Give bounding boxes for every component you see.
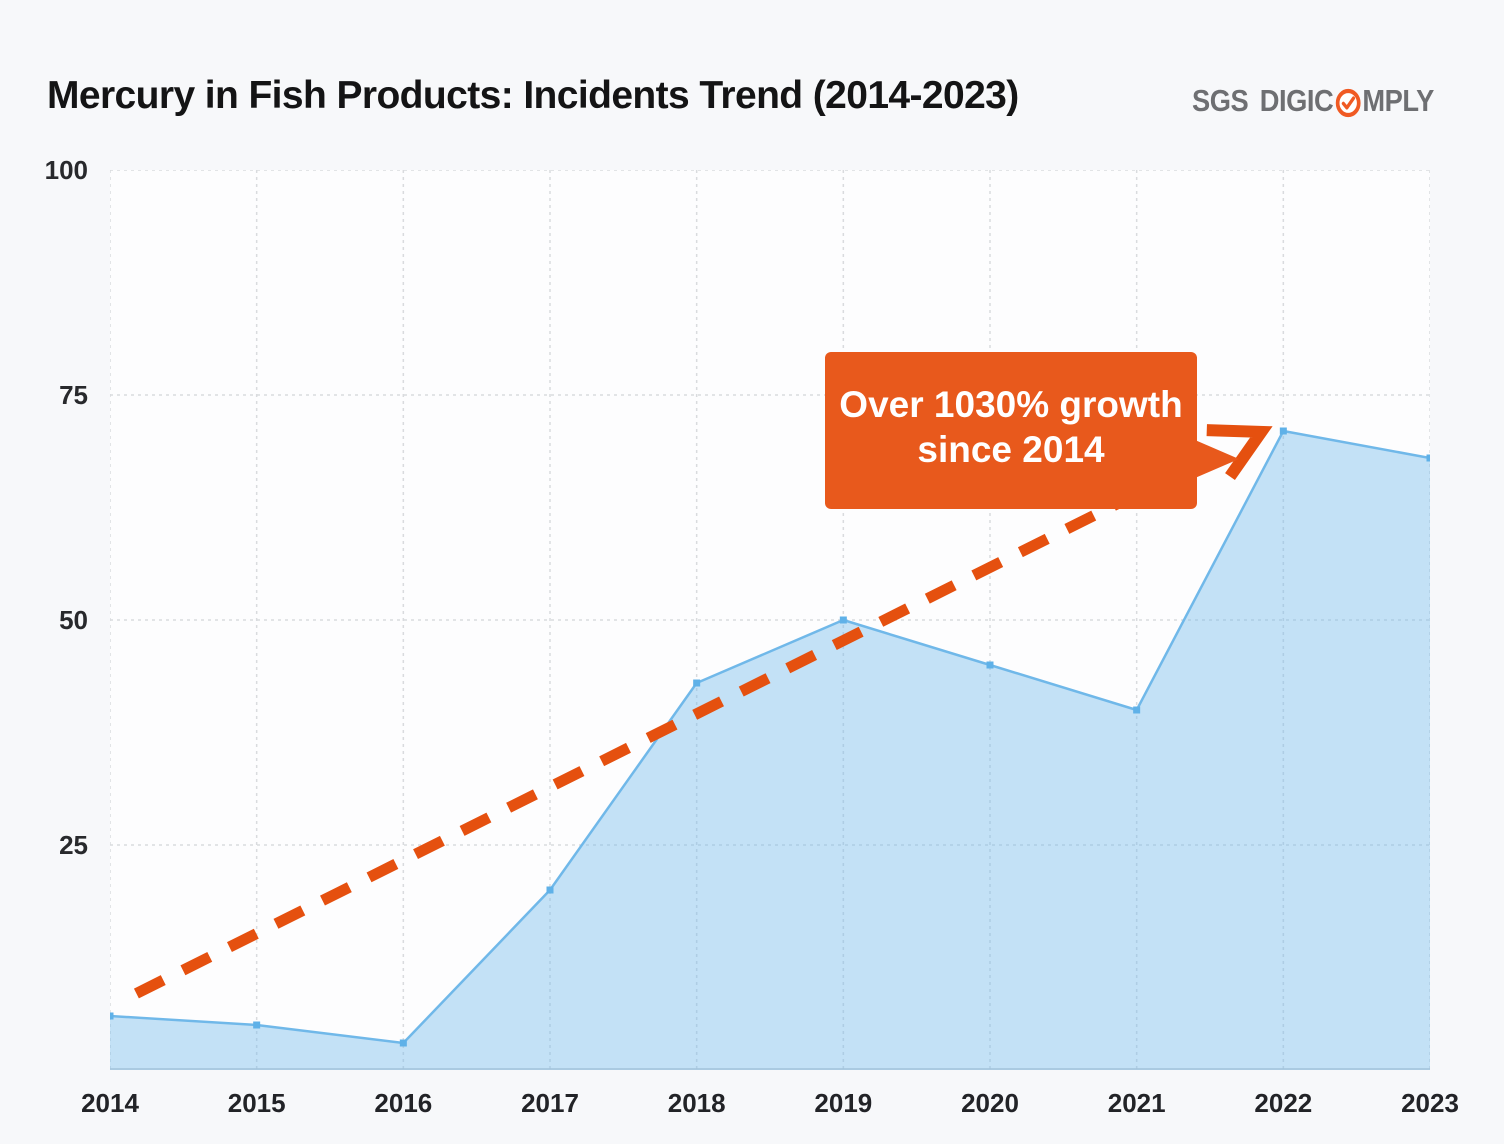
y-tick-label: 50 bbox=[59, 605, 88, 635]
page-title: Mercury in Fish Products: Incidents Tren… bbox=[47, 74, 1019, 117]
growth-annotation-line1: Over 1030% growth bbox=[839, 383, 1183, 425]
incidents-area-chart bbox=[110, 170, 1430, 1070]
data-point bbox=[693, 679, 701, 687]
logo-digic-text: DIGIC bbox=[1259, 83, 1334, 118]
data-point bbox=[253, 1021, 261, 1029]
x-tick-label: 2021 bbox=[1107, 1088, 1166, 1118]
x-tick-label: 2018 bbox=[667, 1088, 726, 1118]
x-tick-label: 2015 bbox=[227, 1088, 286, 1118]
y-tick-label: 25 bbox=[59, 830, 88, 860]
logo-sgs-text: SGS bbox=[1192, 83, 1249, 118]
growth-annotation-line2: since 2014 bbox=[917, 428, 1105, 470]
x-tick-label: 2019 bbox=[814, 1088, 873, 1118]
x-tick-label: 2017 bbox=[521, 1088, 579, 1118]
growth-annotation: Over 1030% growth since 2014 bbox=[825, 352, 1239, 509]
data-point bbox=[1426, 454, 1430, 462]
data-point bbox=[546, 886, 554, 894]
x-tick-label: 2022 bbox=[1254, 1088, 1313, 1118]
data-point bbox=[986, 661, 994, 669]
sgs-digicomply-logo: SGS DIGIC MPLY bbox=[1192, 83, 1434, 119]
y-tick-label: 75 bbox=[59, 380, 88, 410]
data-point bbox=[839, 616, 847, 624]
data-point bbox=[1133, 706, 1141, 714]
y-tick-label: 100 bbox=[44, 155, 88, 185]
check-circle-icon bbox=[1335, 88, 1361, 117]
area-fill bbox=[110, 431, 1430, 1070]
x-tick-label: 2014 bbox=[81, 1088, 139, 1118]
data-point bbox=[1279, 427, 1287, 435]
x-tick-label: 2016 bbox=[374, 1088, 433, 1118]
x-tick-label: 2023 bbox=[1401, 1088, 1459, 1118]
x-axis: 2014 2015 2016 2017 2018 2019 2020 2021 2022 2023 bbox=[81, 1086, 1459, 1126]
x-tick-label: 2020 bbox=[961, 1088, 1019, 1118]
incidents-line bbox=[110, 429, 1430, 1045]
plot-area: Over 1030% growth since 2014 bbox=[110, 170, 1430, 1070]
trend-arrowhead bbox=[1206, 424, 1273, 481]
data-point bbox=[399, 1039, 407, 1047]
logo-mply-text: MPLY bbox=[1362, 83, 1434, 118]
trend-dashed-line bbox=[133, 451, 1215, 999]
data-point bbox=[110, 1012, 114, 1020]
callout-pointer bbox=[1195, 440, 1239, 478]
y-axis: 100 75 50 25 bbox=[0, 155, 88, 1070]
